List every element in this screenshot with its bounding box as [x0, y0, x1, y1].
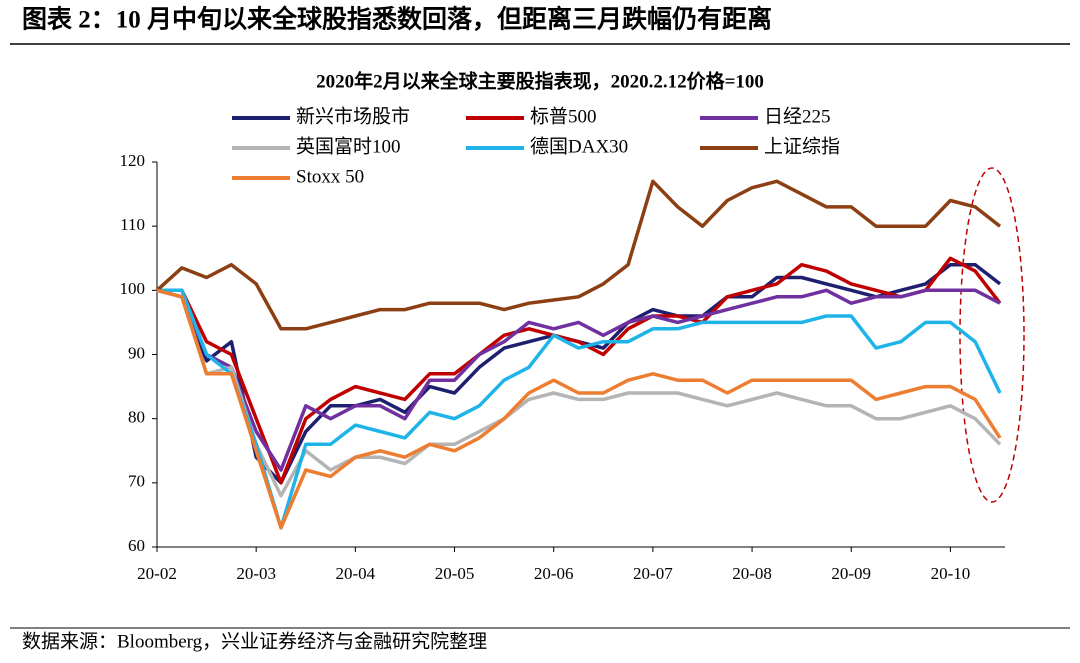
highlight-ellipse [959, 167, 1025, 503]
x-tick-label: 20-05 [435, 564, 475, 583]
x-tick-label: 20-06 [534, 564, 574, 583]
series-line [157, 256, 1002, 485]
legend-label: 上证综指 [764, 135, 840, 157]
x-tick-label: 20-08 [732, 564, 772, 583]
legend-label: Stoxx 50 [296, 166, 364, 187]
chart-title: 2020年2月以来全球主要股指表现，2020.2.12价格=100 [316, 69, 764, 92]
legend-label: 新兴市场股市 [296, 105, 410, 127]
y-tick-label: 60 [128, 536, 145, 555]
x-tick-label: 20-02 [137, 564, 177, 583]
series-line [156, 288, 1002, 530]
x-tick-label: 20-07 [633, 564, 673, 583]
series-line [157, 288, 1002, 530]
x-tick-label: 20-03 [236, 564, 276, 583]
y-tick-label: 100 [120, 279, 146, 298]
x-tick-label: 20-10 [931, 564, 971, 583]
y-tick-label: 110 [120, 215, 145, 234]
y-tick-label: 70 [128, 472, 145, 491]
y-tick-label: 120 [120, 151, 146, 170]
series-line [156, 288, 1002, 498]
x-tick-label: 20-09 [831, 564, 871, 583]
series-line [156, 288, 1001, 472]
series-line [155, 179, 1002, 331]
x-tick-label: 20-04 [336, 564, 376, 583]
source: 数据来源：Bloomberg，兴业证券经济与金融研究院整理 [22, 630, 487, 652]
legend-label: 英国富时100 [296, 135, 401, 157]
legend-label: 日经225 [764, 105, 831, 127]
heading: 图表 2：10 月中旬以来全球股指悉数回落，但距离三月跌幅仍有距离 [22, 5, 772, 34]
y-tick-label: 90 [128, 343, 145, 362]
legend-label: 标普500 [530, 105, 597, 127]
legend-label: 德国DAX30 [530, 135, 628, 157]
y-tick-label: 80 [128, 408, 145, 427]
